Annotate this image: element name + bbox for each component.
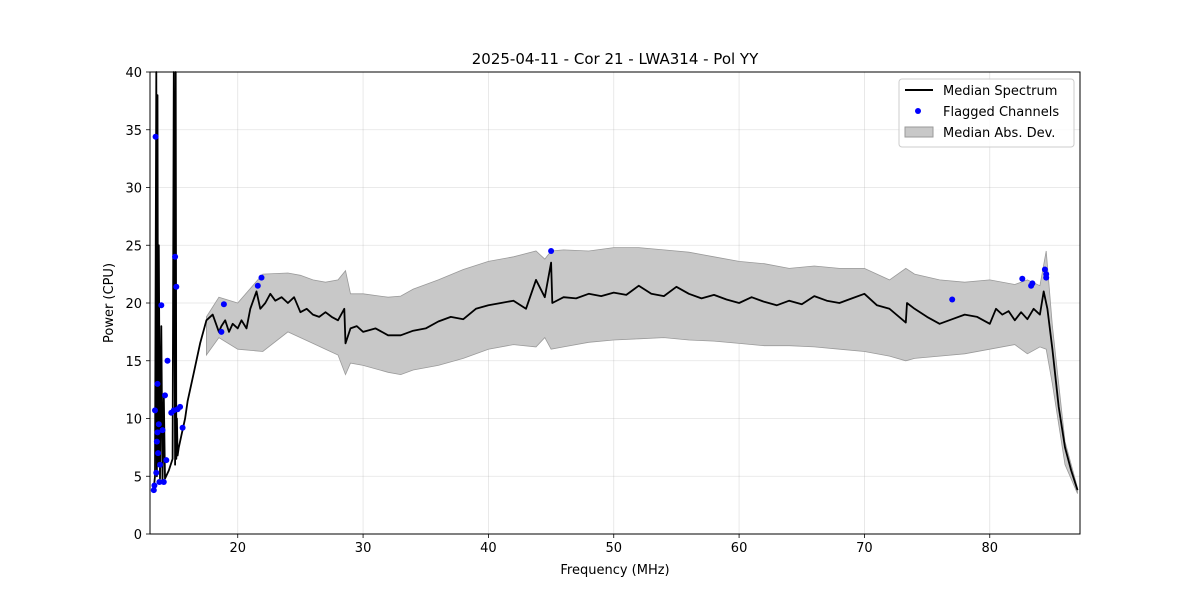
- flagged-channel-point: [949, 296, 956, 303]
- y-tick-label: 35: [125, 124, 142, 139]
- x-axis-ticks: 20 30 40 50 60 70 80: [229, 534, 998, 556]
- y-tick-label: 30: [125, 182, 142, 197]
- flagged-points-layer: [150, 133, 1050, 494]
- flagged-channel-point: [173, 283, 180, 290]
- flagged-channel-point: [150, 487, 157, 494]
- x-tick-label: 80: [981, 541, 998, 556]
- flagged-channel-point: [179, 424, 186, 431]
- x-tick-label: 30: [355, 541, 372, 556]
- median-line-layer: [152, 71, 1079, 491]
- y-tick-label: 15: [125, 355, 142, 370]
- median-spectrum-line: [152, 71, 1079, 491]
- x-tick-label: 40: [480, 541, 497, 556]
- flagged-channel-point: [151, 482, 158, 489]
- flagged-channel-point: [156, 479, 163, 485]
- legend-label-flagged: Flagged Channels: [943, 105, 1059, 120]
- flagged-channel-point: [157, 461, 163, 468]
- flagged-channel-point: [548, 248, 555, 254]
- flagged-channel-point: [160, 479, 167, 485]
- chart-title: 2025-04-11 - Cor 21 - LWA314 - Pol YY: [472, 50, 759, 68]
- x-tick-label: 50: [605, 541, 622, 556]
- y-tick-label: 40: [125, 66, 142, 81]
- y-tick-label: 10: [125, 413, 142, 428]
- flagged-channel-point: [153, 469, 160, 476]
- y-tick-label: 0: [134, 528, 142, 543]
- flagged-channel-point: [254, 282, 261, 289]
- legend: Median Spectrum Flagged Channels Median …: [898, 78, 1075, 148]
- flagged-channel-point: [218, 328, 225, 335]
- mad-band-layer: [206, 247, 1078, 494]
- flagged-channel-point: [158, 302, 165, 309]
- legend-band-swatch: [904, 126, 934, 138]
- flagged-channel-point: [154, 429, 161, 436]
- x-tick-label: 60: [731, 541, 748, 556]
- legend-label-median: Median Spectrum: [943, 84, 1057, 99]
- flagged-channel-point: [177, 403, 184, 410]
- y-tick-label: 25: [125, 239, 142, 254]
- legend-marker-swatch: [915, 108, 921, 114]
- y-tick-label: 5: [134, 470, 142, 485]
- legend-label-mad: Median Abs. Dev.: [943, 126, 1055, 141]
- y-axis-label: Power (CPU): [102, 263, 117, 343]
- flagged-channel-point: [1029, 280, 1036, 287]
- flagged-channel-point: [152, 133, 159, 140]
- flagged-channel-point: [220, 301, 227, 308]
- flagged-channel-point: [159, 427, 166, 434]
- legend-box: [898, 78, 1075, 148]
- flagged-channel-point: [155, 450, 162, 457]
- mad-band: [206, 247, 1078, 494]
- y-tick-label: 20: [125, 297, 142, 312]
- flagged-channel-point: [154, 380, 161, 387]
- x-axis-label: Frequency (MHz): [560, 563, 669, 578]
- flagged-channel-point: [258, 274, 265, 281]
- flagged-channel-point: [1019, 275, 1026, 282]
- flagged-channel-point: [1043, 274, 1050, 281]
- y-axis-ticks: 0 5 10 15 20 25 30 35 40: [125, 66, 150, 543]
- flagged-channel-point: [163, 457, 170, 464]
- flagged-channel-point: [153, 438, 160, 445]
- flagged-channel-point: [162, 392, 168, 399]
- flagged-channel-point: [172, 253, 179, 260]
- flagged-channel-point: [152, 407, 158, 414]
- flagged-channel-point: [164, 357, 171, 364]
- x-tick-label: 70: [856, 541, 873, 556]
- x-tick-label: 20: [229, 541, 246, 556]
- flagged-channel-point: [1041, 266, 1048, 273]
- flagged-channel-point: [155, 421, 162, 428]
